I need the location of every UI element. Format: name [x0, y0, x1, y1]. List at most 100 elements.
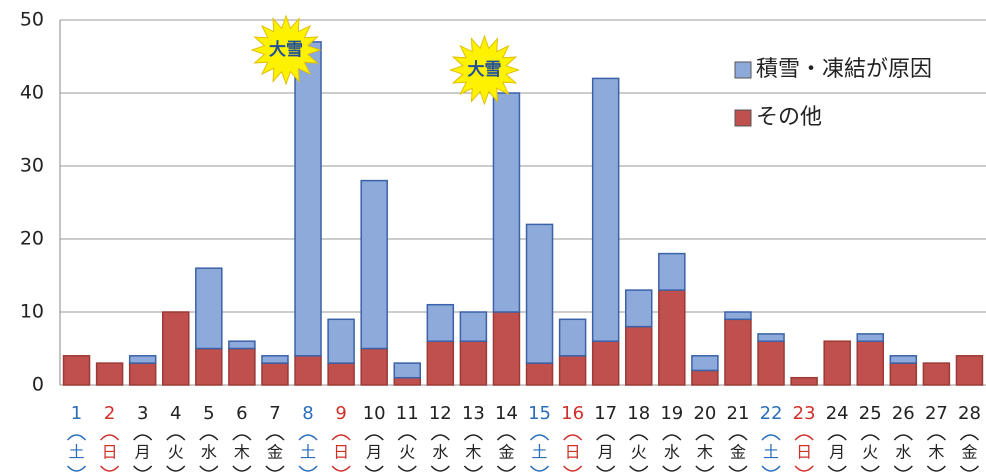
paren	[893, 434, 913, 441]
x-tick-label: 13	[462, 403, 485, 424]
paren	[298, 434, 318, 441]
bar-segment	[459, 311, 488, 342]
bar-segment	[558, 318, 587, 357]
paren	[133, 434, 153, 441]
weekday-label: 水	[201, 443, 217, 462]
annotation: 大雪	[269, 39, 303, 60]
bar-segment	[823, 340, 851, 386]
bar-segment	[294, 355, 322, 386]
bar-segment	[625, 325, 653, 386]
bar-segment	[591, 77, 620, 342]
paren	[199, 434, 219, 441]
weekday-label: 金	[267, 443, 283, 462]
bar-segment	[62, 355, 91, 386]
paren	[893, 465, 913, 472]
paren	[629, 465, 649, 472]
y-tick-label: 20	[20, 228, 44, 250]
weekday-label: 月	[829, 443, 845, 462]
paren	[662, 465, 682, 472]
weekday-label: 木	[697, 443, 713, 462]
paren	[959, 465, 980, 472]
weekday-label: 土	[763, 443, 779, 462]
paren	[166, 434, 186, 441]
y-tick-label: 40	[20, 82, 44, 104]
paren	[563, 465, 583, 472]
bar-segment	[856, 333, 884, 342]
weekday-label: 水	[895, 443, 911, 462]
x-tick-label: 17	[594, 403, 617, 424]
y-tick-label: 10	[20, 301, 44, 323]
paren	[496, 434, 517, 441]
x-tick-label: 28	[958, 403, 981, 424]
weekday-label: 火	[631, 443, 647, 462]
weekday-label: 水	[432, 443, 448, 462]
bar-segment	[195, 347, 223, 386]
weekday-label: 土	[300, 443, 316, 462]
weekday-label: 水	[664, 443, 680, 462]
paren	[430, 434, 450, 441]
bar-segment	[691, 369, 719, 386]
paren	[827, 465, 847, 472]
paren	[100, 465, 120, 472]
x-tick-label: 12	[429, 403, 452, 424]
paren	[529, 434, 550, 441]
bar-segment	[327, 318, 355, 364]
bar-segment	[724, 318, 752, 386]
annotation: 大雪	[467, 59, 501, 80]
y-tick-label: 0	[32, 374, 44, 396]
paren	[100, 434, 120, 441]
paren	[265, 465, 285, 472]
bar-segment	[889, 355, 918, 364]
bar-segment	[790, 376, 818, 386]
bar-segment	[426, 340, 455, 386]
bar-segment	[360, 347, 388, 386]
paren	[794, 465, 814, 472]
bar-segment	[691, 355, 719, 372]
paren	[529, 465, 550, 472]
y-tick-label: 30	[20, 155, 44, 177]
x-tick-label: 26	[892, 403, 915, 424]
weekday-label: 日	[796, 443, 812, 462]
weekday-label: 日	[102, 443, 118, 462]
weekday-label: 月	[366, 443, 382, 462]
bar-segment	[658, 252, 686, 291]
paren	[496, 465, 517, 472]
bar-segment	[856, 340, 884, 386]
x-tick-label: 10	[363, 403, 386, 424]
paren	[133, 465, 153, 472]
bar-segment	[591, 340, 620, 386]
bar-segment	[525, 362, 554, 386]
x-tick-label: 8	[302, 403, 313, 424]
paren	[166, 465, 186, 472]
x-tick-label: 11	[396, 403, 419, 424]
x-tick-label: 15	[528, 403, 551, 424]
bar-segment	[658, 289, 686, 386]
x-tick-label: 1	[71, 403, 82, 424]
weekday-label: 月	[598, 443, 614, 462]
legend-swatch	[734, 109, 752, 127]
paren	[761, 434, 781, 441]
paren	[66, 465, 87, 472]
x-tick-label: 2	[104, 403, 115, 424]
weekday-label: 金	[961, 443, 977, 462]
bar-segment	[757, 333, 785, 342]
weekday-label: 金	[498, 443, 514, 462]
legend-label: その他	[756, 105, 822, 130]
paren	[794, 434, 814, 441]
legend-label: 積雪・凍結が原因	[756, 57, 932, 82]
x-tick-label: 4	[170, 403, 181, 424]
x-tick-label: 3	[137, 403, 148, 424]
x-tick-label: 19	[660, 403, 683, 424]
bar-segment	[492, 92, 521, 313]
paren	[232, 434, 252, 441]
x-tick-label: 22	[760, 403, 783, 424]
paren	[695, 465, 715, 472]
legend-swatch	[734, 61, 752, 79]
x-tick-label: 24	[826, 403, 849, 424]
bar-segment	[757, 340, 785, 386]
x-tick-label: 27	[925, 403, 948, 424]
paren	[860, 434, 880, 441]
x-tick-label: 5	[203, 403, 214, 424]
weekday-label: 木	[465, 443, 481, 462]
paren	[397, 434, 417, 441]
